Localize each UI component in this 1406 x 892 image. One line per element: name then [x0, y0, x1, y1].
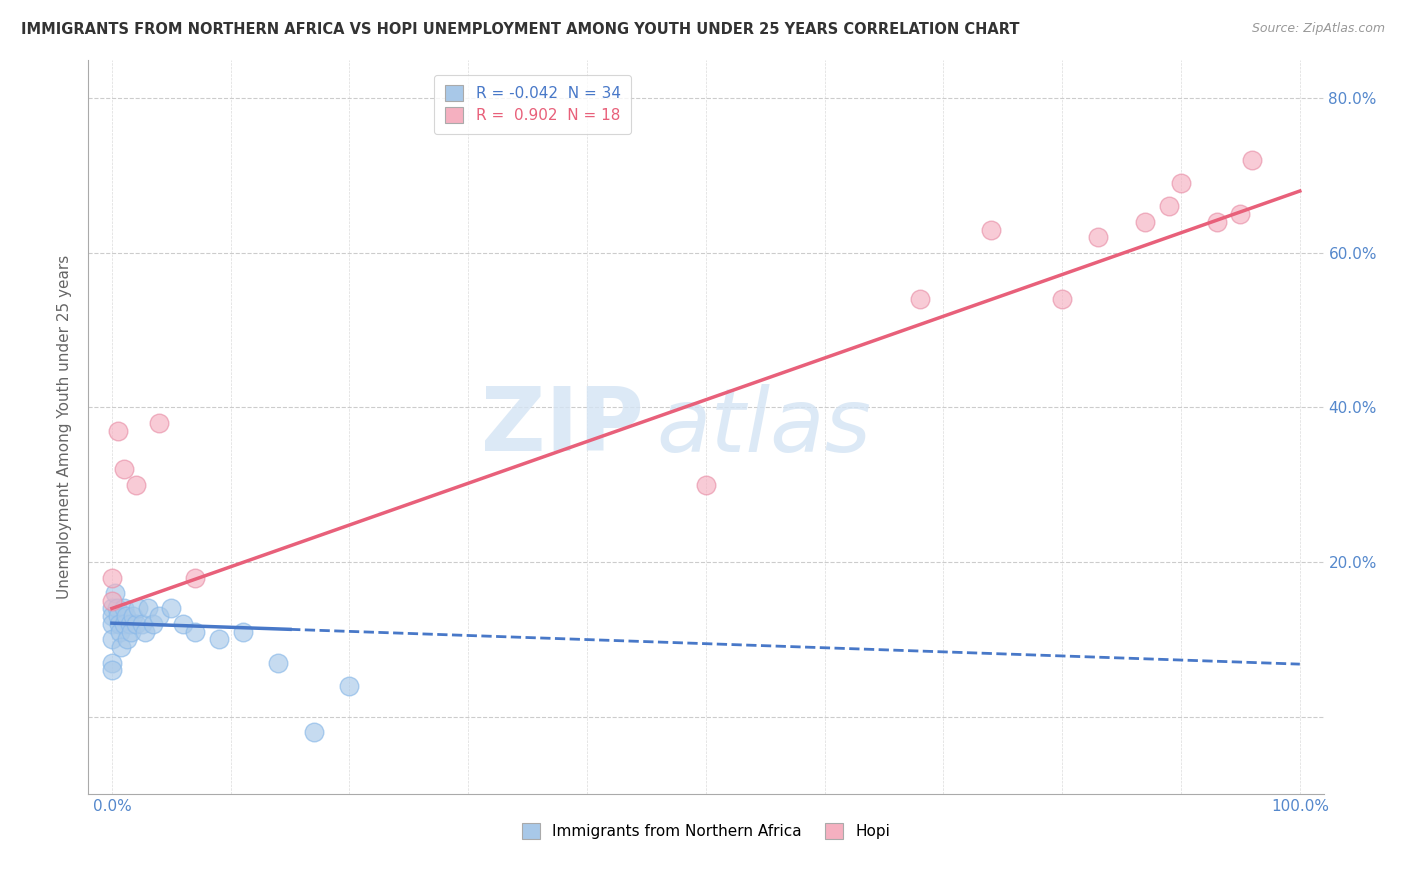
Point: [1170, 176, 1192, 190]
Point: [108, 616, 131, 631]
Point: [101, 570, 124, 584]
Point: [695, 477, 717, 491]
Point: [134, 624, 156, 639]
Text: ZIP: ZIP: [481, 384, 644, 470]
Text: IMMIGRANTS FROM NORTHERN AFRICA VS HOPI UNEMPLOYMENT AMONG YOUTH UNDER 25 YEARS : IMMIGRANTS FROM NORTHERN AFRICA VS HOPI …: [21, 22, 1019, 37]
Point: [127, 601, 149, 615]
Point: [104, 586, 127, 600]
Point: [148, 609, 170, 624]
Point: [124, 477, 146, 491]
Point: [110, 640, 132, 654]
Point: [110, 624, 132, 639]
Point: [980, 222, 1002, 236]
Legend: Immigrants from Northern Africa, Hopi: Immigrants from Northern Africa, Hopi: [516, 817, 896, 845]
Point: [112, 616, 135, 631]
Point: [908, 292, 931, 306]
Point: [101, 663, 124, 677]
Point: [107, 424, 129, 438]
Point: [107, 609, 129, 624]
Point: [148, 416, 170, 430]
Point: [112, 462, 135, 476]
Point: [118, 616, 141, 631]
Point: [101, 609, 124, 624]
Y-axis label: Unemployment Among Youth under 25 years: Unemployment Among Youth under 25 years: [58, 255, 72, 599]
Text: Source: ZipAtlas.com: Source: ZipAtlas.com: [1251, 22, 1385, 36]
Point: [142, 616, 165, 631]
Point: [1087, 230, 1109, 244]
Point: [115, 609, 138, 624]
Point: [124, 616, 146, 631]
Point: [184, 570, 207, 584]
Point: [1135, 215, 1157, 229]
Point: [122, 609, 145, 624]
Point: [1205, 215, 1227, 229]
Point: [208, 632, 231, 647]
Point: [101, 632, 124, 647]
Point: [117, 632, 139, 647]
Point: [101, 616, 124, 631]
Text: atlas: atlas: [657, 384, 872, 470]
Point: [267, 656, 290, 670]
Point: [120, 624, 142, 639]
Point: [232, 624, 254, 639]
Point: [1229, 207, 1251, 221]
Point: [1052, 292, 1074, 306]
Point: [1241, 153, 1264, 167]
Point: [105, 601, 128, 615]
Point: [101, 593, 124, 607]
Point: [160, 601, 183, 615]
Point: [101, 601, 124, 615]
Point: [112, 601, 135, 615]
Point: [172, 616, 194, 631]
Point: [302, 725, 325, 739]
Point: [1159, 199, 1181, 213]
Point: [136, 601, 159, 615]
Point: [131, 616, 153, 631]
Point: [339, 679, 361, 693]
Point: [184, 624, 207, 639]
Point: [101, 656, 124, 670]
